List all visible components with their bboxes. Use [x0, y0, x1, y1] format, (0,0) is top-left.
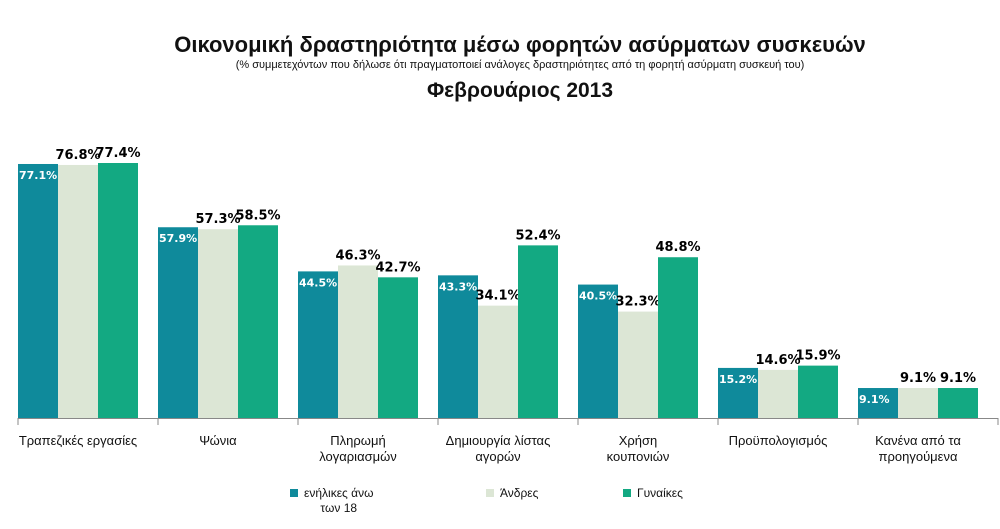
data-label-2-0: 44.5% — [299, 276, 337, 289]
category-label-line: Χρήση — [619, 433, 658, 448]
data-label-3-1: 34.1% — [475, 289, 520, 304]
data-label-4-0: 40.5% — [579, 290, 617, 303]
category-label-1: Ψώνια — [199, 433, 237, 448]
category-label-line: αγορών — [475, 449, 520, 464]
bar-0-0 — [18, 163, 58, 418]
category-label-2: Πληρωμή λογαριασμών — [319, 433, 397, 464]
category-label-line: λογαριασμών — [319, 449, 397, 464]
category-label-line: προηγούμενα — [879, 449, 958, 464]
legend-swatch — [623, 489, 631, 497]
bar-5-0 — [718, 367, 758, 418]
chart-subtitle: (% συμμετεχόντων που δήλωσε ότι πραγματο… — [235, 59, 805, 71]
legend-item-2: Γυναίκες — [623, 486, 683, 501]
category-label-4: Χρήση κουπονιών — [607, 433, 670, 464]
category-label-3: Δημιουργία λίστας αγορών — [446, 433, 551, 464]
data-label-6-1: 9.1% — [900, 371, 936, 386]
legend-label: Γυναίκες — [637, 486, 683, 500]
legend-label: Άνδρες — [500, 486, 539, 500]
category-label-line: Τραπεζικές εργασίες — [19, 433, 137, 448]
data-label-4-2: 48.8% — [655, 240, 700, 255]
data-label-0-2: 77.4% — [95, 146, 140, 161]
category-label-0: Τραπεζικές εργασίες — [19, 433, 137, 448]
bar-4-2 — [658, 257, 698, 418]
bar-3-2 — [518, 245, 558, 418]
data-label-1-0: 57.9% — [159, 232, 197, 245]
bar-2-2 — [378, 277, 418, 418]
data-label-3-2: 52.4% — [515, 228, 560, 243]
data-label-5-2: 15.9% — [795, 349, 840, 364]
bar-0-1 — [58, 164, 98, 418]
data-label-1-2: 58.5% — [235, 208, 280, 223]
data-label-6-0: 9.1% — [859, 393, 890, 406]
legend-label: ενήλικες άνω των 18 — [304, 486, 374, 515]
bar-6-0 — [858, 388, 898, 418]
bar-4-1 — [618, 311, 658, 418]
data-label-5-0: 15.2% — [719, 373, 757, 386]
bar-1-0 — [158, 227, 198, 418]
bar-5-2 — [798, 365, 838, 418]
grouped-bar-chart: 77.1% 76.8%77.4% Τραπεζικές εργασίες 57.9% 5… — [17, 146, 999, 464]
bar-2-1 — [338, 265, 378, 418]
bar-6-2 — [938, 388, 978, 418]
category-label-6: Κανένα από τα προηγούμενα — [875, 433, 961, 464]
category-label-line: Κανένα από τα — [875, 433, 961, 448]
bar-6-1 — [898, 388, 938, 418]
bar-3-1 — [478, 305, 518, 418]
data-label-2-2: 42.7% — [375, 260, 420, 275]
legend-swatch — [486, 489, 494, 497]
legend-item-1: Άνδρες — [486, 486, 538, 501]
category-label-line: Πληρωμή — [330, 433, 385, 448]
data-label-6-2: 9.1% — [940, 371, 976, 386]
bar-5-1 — [758, 369, 798, 418]
data-label-1-1: 57.3% — [195, 212, 240, 227]
chart-legend: ενήλικες άνω των 18 Άνδρες Γυναίκες — [0, 486, 1000, 520]
data-label-0-0: 77.1% — [19, 169, 57, 182]
category-label-5: Προϋπολογισμός — [729, 433, 828, 448]
bar-3-0 — [438, 275, 478, 418]
data-label-5-1: 14.6% — [755, 353, 800, 368]
category-label-line: Ψώνια — [199, 433, 237, 448]
data-label-3-0: 43.3% — [439, 280, 477, 293]
chart-period: Φεβρουάριος 2013 — [426, 79, 614, 102]
bar-2-0 — [298, 271, 338, 418]
legend-swatch — [290, 489, 298, 497]
bar-4-0 — [578, 284, 618, 418]
data-label-0-1: 76.8% — [55, 148, 100, 163]
data-label-4-1: 32.3% — [615, 295, 660, 310]
bar-1-2 — [238, 225, 278, 418]
bar-0-2 — [98, 163, 138, 418]
data-label-2-1: 46.3% — [335, 248, 380, 263]
bar-1-1 — [198, 229, 238, 418]
category-label-line: κουπονιών — [607, 449, 670, 464]
category-label-line: Προϋπολογισμός — [729, 433, 828, 448]
chart-title: Οικονομική δραστηριότητα μέσω φορητών ασ… — [174, 32, 866, 57]
category-label-line: Δημιουργία λίστας — [446, 433, 551, 448]
legend-item-0: ενήλικες άνω των 18 — [290, 486, 373, 516]
